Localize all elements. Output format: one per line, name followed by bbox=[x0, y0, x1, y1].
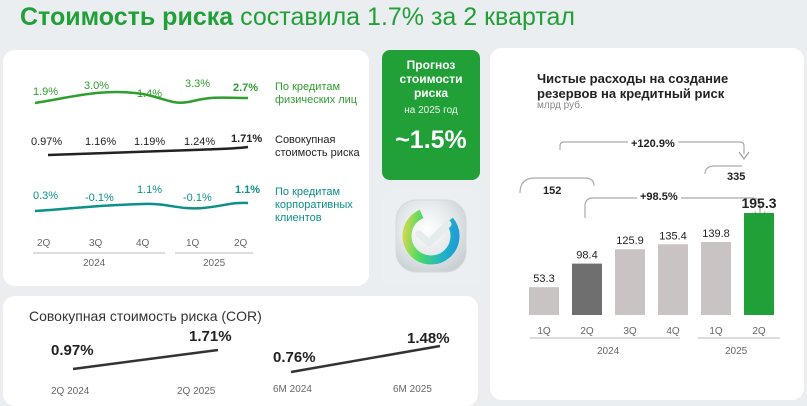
year-label-2024: 2024 bbox=[83, 258, 106, 269]
bar-value-label-6: 195.3 bbox=[741, 195, 776, 211]
corporate-value-3: 1.1% bbox=[137, 184, 163, 196]
total-value-1: 0.97% bbox=[31, 136, 63, 148]
retail-value-4: 3.3% bbox=[185, 78, 211, 90]
forecast-value: ~1.5% bbox=[395, 126, 467, 154]
total-value-4: 1.24% bbox=[184, 136, 216, 148]
total-value-5: 1.71% bbox=[231, 133, 263, 145]
cor-6m2024-value: 0.76% bbox=[273, 349, 316, 366]
bar-category-label-3: 3Q bbox=[623, 326, 637, 337]
bar-1 bbox=[529, 287, 559, 315]
bar-category-label-4: 4Q bbox=[666, 326, 680, 337]
bar-value-label-3: 125.9 bbox=[616, 235, 644, 247]
cor-6m2024-label: 6M 2024 bbox=[273, 384, 312, 395]
corporate-value-2: -0.1% bbox=[85, 192, 114, 204]
total-cor-line bbox=[47, 145, 249, 157]
retail-value-3: 1.4% bbox=[137, 88, 163, 100]
h1-2024-bracket bbox=[519, 177, 595, 194]
half-year-comparison-line bbox=[290, 344, 441, 374]
bar-5 bbox=[701, 241, 731, 315]
bar-value-label-5: 139.8 bbox=[702, 228, 730, 240]
retail-value-1: 1.9% bbox=[33, 86, 59, 98]
bar-4 bbox=[658, 244, 688, 315]
total-value-2: 1.16% bbox=[85, 136, 117, 148]
corporate-value-1: 0.3% bbox=[33, 190, 59, 202]
total-value-3: 1.19% bbox=[134, 136, 166, 148]
cor-2q2024-value: 0.97% bbox=[51, 342, 94, 359]
logo-card bbox=[382, 190, 480, 285]
corporate-series-label: По кредитам корпоративных клиентов bbox=[275, 186, 353, 224]
page-title-bold: Стоимость риска bbox=[20, 3, 234, 31]
growth-h1-label: +120.9% bbox=[628, 138, 678, 150]
quarter-label-1: 2Q bbox=[37, 238, 51, 249]
bar-value-label-2: 98.4 bbox=[576, 250, 597, 262]
retail-series-label: По кредитам физических лиц bbox=[275, 81, 358, 106]
provisions-year-2025: 2025 bbox=[725, 346, 748, 357]
year-label-2025: 2025 bbox=[203, 258, 226, 269]
cor-summary-card: Совокупная стоимость риска (COR) 0.97% 1… bbox=[3, 296, 478, 406]
bar-3 bbox=[615, 249, 645, 315]
quarter-comparison-line bbox=[72, 348, 219, 371]
cor-summary-lines bbox=[72, 344, 441, 374]
bar-category-label-6: 2Q bbox=[752, 326, 766, 337]
growth-q-label: +98.5% bbox=[637, 191, 681, 203]
quarter-label-3: 4Q bbox=[136, 238, 150, 249]
cor-by-segment-card: 1.9% 3.0% 1.4% 3.3% 2.7% По кредитам физи… bbox=[3, 50, 369, 286]
provisions-unit: млрд руб. bbox=[537, 100, 583, 111]
sber-logo-icon bbox=[395, 199, 467, 273]
cor-segment-lines bbox=[33, 90, 253, 254]
forecast-title: Прогноз стоимости риска bbox=[399, 58, 463, 100]
retail-value-5: 2.7% bbox=[233, 82, 259, 94]
provisions-year-2024: 2024 bbox=[597, 346, 620, 357]
h1-2025-bracket bbox=[704, 165, 742, 175]
quarter-label-4: 1Q bbox=[186, 238, 200, 249]
corporate-cor-line bbox=[34, 201, 249, 213]
corporate-value-4: -0.1% bbox=[183, 192, 212, 204]
h1-2024-total: 152 bbox=[543, 185, 562, 197]
bar-category-label-5: 1Q bbox=[709, 326, 723, 337]
forecast-subtitle: на 2025 год bbox=[404, 105, 458, 116]
cor-2q2024-label: 2Q 2024 bbox=[51, 386, 90, 397]
forecast-card: Прогноз стоимости риска на 2025 год ~1.5% bbox=[382, 50, 480, 180]
retail-cor-line bbox=[34, 90, 249, 105]
quarter-label-5: 2Q bbox=[234, 238, 248, 249]
cor-6m2025-value: 1.48% bbox=[407, 330, 450, 347]
provisions-card: Чистые расходы на создание резервов на кр… bbox=[490, 48, 804, 400]
provisions-bar-chart: 53.3 1Q 98.4 2Q 125.9 3Q 135.4 4Q 139.8 1Q 195.3 2Q bbox=[519, 141, 780, 339]
provisions-title: Чистые расходы на создание резервов на кр… bbox=[537, 71, 729, 101]
retail-value-2: 3.0% bbox=[84, 80, 110, 92]
bar-category-label-2: 2Q bbox=[580, 326, 594, 337]
growth-h1-arrowhead bbox=[738, 151, 750, 161]
cor-2q2025-label: 2Q 2025 bbox=[177, 386, 216, 397]
bar-value-label-4: 135.4 bbox=[659, 230, 687, 242]
corporate-value-5: 1.1% bbox=[235, 184, 261, 196]
quarter-label-2: 3Q bbox=[89, 238, 103, 249]
bar-6 bbox=[744, 213, 774, 315]
cor-2q2025-value: 1.71% bbox=[189, 328, 232, 345]
bar-2 bbox=[572, 263, 602, 315]
page-title: Стоимость риска составила 1.7% за 2 квар… bbox=[20, 3, 575, 32]
cor-summary-title: Совокупная стоимость риска (COR) bbox=[29, 308, 262, 324]
bar-category-label-1: 1Q bbox=[537, 326, 551, 337]
cor-6m2025-label: 6M 2025 bbox=[393, 384, 432, 395]
total-series-label: Совокупная стоимость риска bbox=[275, 134, 360, 159]
h1-2025-total: 335 bbox=[727, 171, 746, 183]
page-title-rest: составила 1.7% за 2 квартал bbox=[240, 3, 575, 31]
bar-value-label-1: 53.3 bbox=[533, 273, 554, 285]
